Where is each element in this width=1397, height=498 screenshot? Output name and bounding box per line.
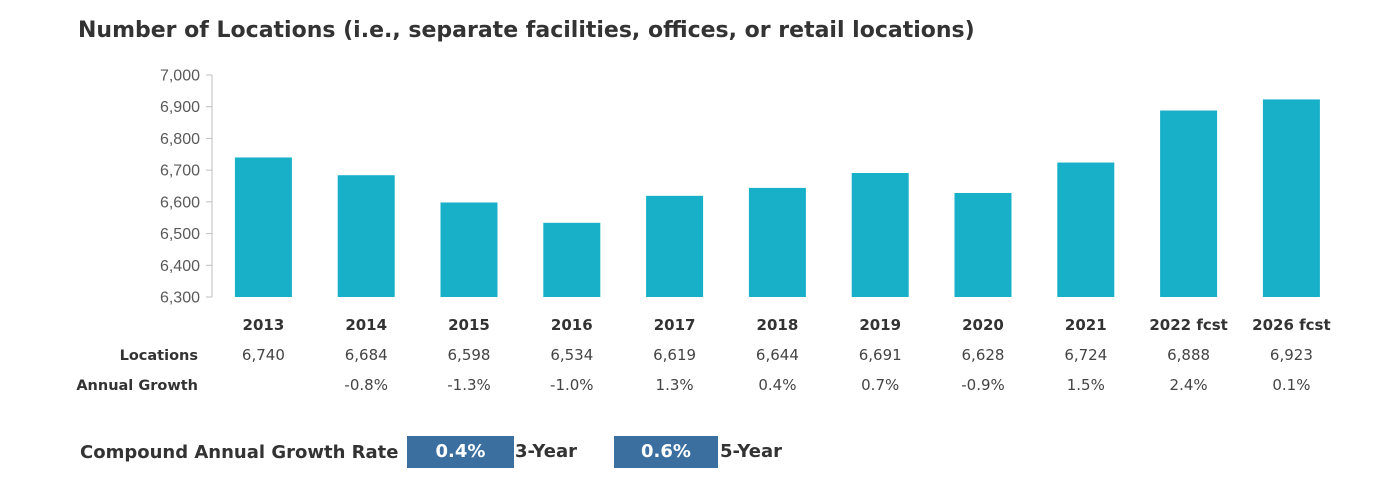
bar-2016 bbox=[543, 222, 601, 297]
bar-2015 bbox=[440, 202, 498, 297]
table-cell: 6,923 bbox=[1270, 346, 1313, 364]
table-cell: 6,619 bbox=[653, 346, 696, 364]
table-cell: -0.9% bbox=[961, 376, 1005, 394]
table-cell: 6,724 bbox=[1064, 346, 1107, 364]
table-cell: 1.5% bbox=[1067, 376, 1105, 394]
table-cell: 6,684 bbox=[345, 346, 388, 364]
table-cell: 6,740 bbox=[242, 346, 285, 364]
bar-2021 bbox=[1057, 162, 1115, 297]
table-cell: -1.0% bbox=[550, 376, 594, 394]
y-axis: 6,300 6,400 6,500 6,600 6,700 6,800 6,900 7,000 bbox=[160, 68, 213, 307]
table-cell: 6,691 bbox=[859, 346, 902, 364]
table-cell: 0.7% bbox=[861, 376, 899, 394]
cagr-5-year-label: 5-Year bbox=[720, 441, 782, 462]
bar-2013 bbox=[234, 157, 292, 297]
bars bbox=[234, 99, 1320, 298]
bar-2017 bbox=[646, 195, 704, 297]
cagr-5-year-value: 0.6% bbox=[614, 436, 718, 468]
x-tick-label: 2017 bbox=[654, 316, 696, 334]
cagr-3-year-label: 3-Year bbox=[515, 441, 577, 462]
x-tick-label: 2013 bbox=[243, 316, 285, 334]
table-cell: 6,534 bbox=[550, 346, 593, 364]
table-row-label: Annual Growth bbox=[76, 378, 198, 394]
chart-title: Number of Locations (i.e., separate faci… bbox=[78, 18, 975, 43]
y-tick-label: 6,300 bbox=[160, 290, 200, 307]
bar-2026-fcst bbox=[1262, 99, 1320, 297]
x-tick-label: 2021 bbox=[1065, 316, 1107, 334]
table-row-label: Locations bbox=[120, 348, 198, 364]
x-tick-label: 2026 fcst bbox=[1252, 316, 1331, 334]
y-tick-label: 6,500 bbox=[160, 226, 200, 243]
bar-2014 bbox=[337, 175, 395, 297]
bar-2020 bbox=[954, 192, 1012, 297]
x-tick-label: 2016 bbox=[551, 316, 593, 334]
data-table: Locations 6,740 6,684 6,598 6,534 6,619 6,644 6… bbox=[76, 346, 1313, 394]
table-cell: 0.1% bbox=[1272, 376, 1310, 394]
y-tick-label: 7,000 bbox=[160, 68, 200, 85]
y-tick-label: 6,600 bbox=[160, 194, 200, 211]
x-tick-label: 2019 bbox=[859, 316, 901, 334]
y-tick-label: 6,400 bbox=[160, 258, 200, 275]
table-cell: 6,888 bbox=[1167, 346, 1210, 364]
table-cell: -1.3% bbox=[447, 376, 491, 394]
x-tick-label: 2022 fcst bbox=[1149, 316, 1228, 334]
table-cell: -0.8% bbox=[344, 376, 388, 394]
cagr-label: Compound Annual Growth Rate bbox=[80, 442, 399, 463]
y-tick-label: 6,700 bbox=[160, 163, 200, 180]
x-tick-label: 2020 bbox=[962, 316, 1004, 334]
table-cell: 6,644 bbox=[756, 346, 799, 364]
x-axis-labels: 2013 2014 2015 2016 2017 2018 2019 2020 2021 2022… bbox=[243, 316, 1331, 334]
table-cell: 0.4% bbox=[758, 376, 796, 394]
x-tick-label: 2015 bbox=[448, 316, 490, 334]
bar-2022-fcst bbox=[1160, 110, 1218, 298]
bar-2018 bbox=[748, 187, 806, 297]
x-tick-label: 2014 bbox=[345, 316, 387, 334]
x-tick-label: 2018 bbox=[757, 316, 799, 334]
y-tick-label: 6,900 bbox=[160, 99, 200, 116]
table-cell: 2.4% bbox=[1170, 376, 1208, 394]
bar-2019 bbox=[851, 172, 909, 297]
table-cell: 1.3% bbox=[656, 376, 694, 394]
table-cell: 6,628 bbox=[962, 346, 1005, 364]
cagr-3-year-value: 0.4% bbox=[407, 436, 514, 468]
table-cell: 6,598 bbox=[448, 346, 491, 364]
y-tick-label: 6,800 bbox=[160, 131, 200, 148]
